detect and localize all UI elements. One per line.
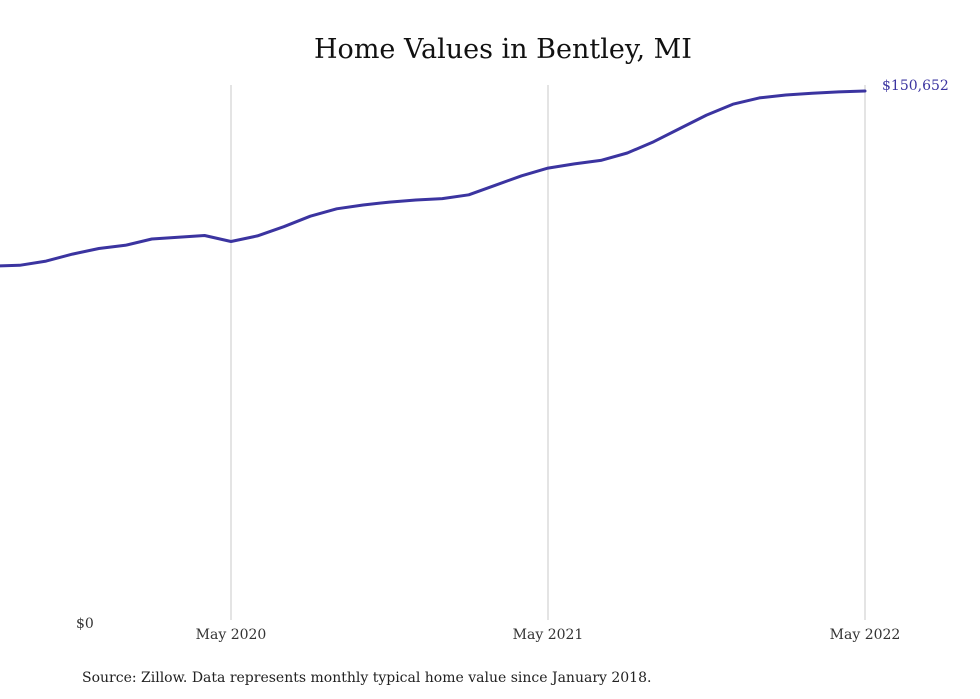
end-value-label: $150,652 bbox=[882, 78, 949, 94]
series-line-group bbox=[0, 89, 867, 268]
x-tick-label-2: May 2022 bbox=[830, 627, 901, 643]
x-tick-label-1: May 2021 bbox=[513, 627, 584, 643]
y-tick-label-zero: $0 bbox=[76, 616, 94, 632]
x-tick-label-0: May 2020 bbox=[196, 627, 267, 643]
gridlines bbox=[230, 85, 866, 620]
source-note: Source: Zillow. Data represents monthly … bbox=[82, 670, 651, 686]
labels: May 2020 May 2021 May 2022 $150,652 bbox=[196, 78, 949, 643]
chart-title: Home Values in Bentley, MI bbox=[314, 34, 692, 65]
series-line bbox=[0, 89, 867, 268]
